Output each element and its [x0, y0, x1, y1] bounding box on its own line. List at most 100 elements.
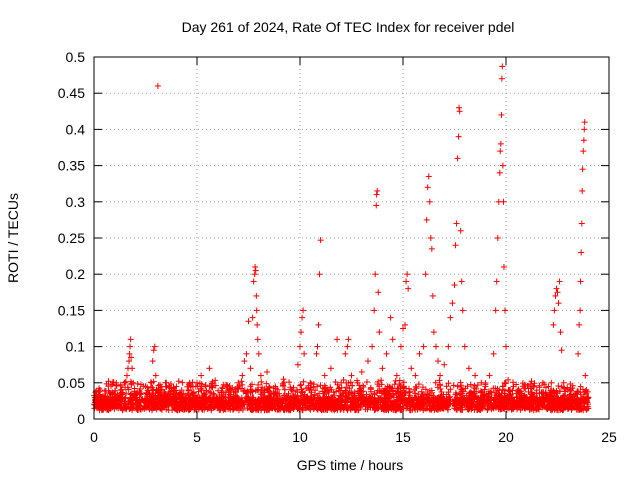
data-point: [420, 343, 427, 350]
data-point: [152, 372, 159, 379]
data-point: [280, 376, 287, 383]
data-point: [548, 379, 555, 386]
data-point: [239, 372, 246, 379]
grid-lines: [94, 57, 609, 419]
data-point: [297, 343, 303, 350]
data-point: [373, 191, 380, 198]
data-point: [461, 343, 468, 350]
data-point: [575, 350, 582, 357]
data-point: [554, 289, 561, 296]
y-tick-label: 0.1: [66, 339, 86, 355]
data-point: [198, 372, 205, 379]
data-point: [313, 350, 320, 357]
x-tick-label: 5: [193, 429, 201, 445]
data-point: [247, 365, 254, 372]
data-point: [404, 271, 411, 278]
data-point: [374, 187, 381, 194]
y-tick-label: 0.35: [58, 158, 85, 174]
data-point: [577, 307, 584, 314]
data-point: [437, 372, 444, 379]
data-point: [316, 271, 323, 278]
background-noise-band: [91, 376, 592, 414]
data-point: [579, 166, 586, 173]
data-point: [451, 282, 458, 289]
data-point: [558, 347, 565, 354]
data-point: [435, 358, 442, 365]
data-point: [553, 285, 560, 292]
y-tick-label: 0.15: [58, 302, 85, 318]
data-point: [445, 343, 452, 350]
data-point: [496, 169, 503, 176]
y-tick-label: 0.45: [58, 85, 85, 101]
data-point: [427, 235, 434, 241]
data-point: [493, 278, 500, 285]
data-point: [298, 329, 305, 336]
axis-ticks: [93, 56, 610, 420]
data-point: [412, 372, 419, 379]
data-point: [371, 307, 378, 314]
data-point: [393, 372, 400, 379]
data-point: [447, 314, 454, 321]
data-point: [383, 350, 390, 357]
data-point: [315, 321, 322, 328]
data-point: [241, 358, 248, 365]
data-point: [457, 227, 464, 234]
data-point: [459, 307, 466, 314]
data-point: [254, 336, 261, 343]
x-axis-label: GPS time / hours: [297, 457, 404, 473]
data-point: [253, 307, 260, 314]
data-point: [149, 358, 156, 365]
data-point: [154, 82, 161, 89]
y-tick-label: 0.3: [66, 194, 86, 210]
data-point: [576, 321, 583, 328]
data-point: [344, 343, 351, 350]
data-point: [257, 372, 264, 379]
data-point: [580, 148, 587, 155]
x-tick-label: 15: [395, 429, 411, 445]
data-point: [501, 307, 508, 314]
data-point: [556, 278, 563, 285]
x-tick-label: 20: [498, 429, 514, 445]
data-point: [578, 220, 585, 227]
y-tick-label: 0.25: [58, 230, 85, 246]
data-point: [126, 350, 133, 357]
data-point: [342, 350, 349, 357]
data-point: [581, 119, 588, 126]
data-point: [127, 343, 134, 350]
data-point: [345, 336, 352, 343]
data-point: [472, 372, 479, 379]
data-point: [206, 365, 213, 372]
data-point: [580, 137, 587, 144]
data-point: [430, 329, 437, 336]
y-tick-labels: 0 0.05 0.1 0.15 0.2 0.25 0.3 0.35 0.4 0.45 0.5: [58, 49, 85, 427]
data-point: [245, 318, 252, 325]
data-point: [454, 155, 461, 162]
data-point: [425, 173, 432, 180]
data-point: [317, 237, 324, 244]
data-point: [299, 314, 306, 321]
data-point: [577, 278, 584, 285]
data-point: [372, 271, 379, 278]
data-point: [321, 372, 328, 379]
data-point: [369, 343, 376, 350]
data-point: [348, 372, 355, 379]
data-point: [373, 202, 380, 209]
data-point: [243, 350, 250, 357]
data-point: [498, 75, 505, 82]
data-point: [150, 347, 157, 354]
data-point: [402, 321, 409, 328]
data-point: [551, 307, 558, 314]
data-point: [557, 329, 564, 336]
data-point: [375, 289, 382, 296]
data-point: [126, 358, 133, 365]
data-point: [151, 343, 158, 350]
data-point: [492, 307, 499, 314]
data-point: [376, 329, 383, 336]
data-point: [334, 336, 341, 343]
data-point: [405, 285, 412, 292]
data-points: [93, 63, 592, 404]
data-point: [364, 358, 371, 365]
data-point: [301, 350, 308, 357]
data-point: [582, 372, 589, 379]
plot-frame: [93, 56, 610, 420]
